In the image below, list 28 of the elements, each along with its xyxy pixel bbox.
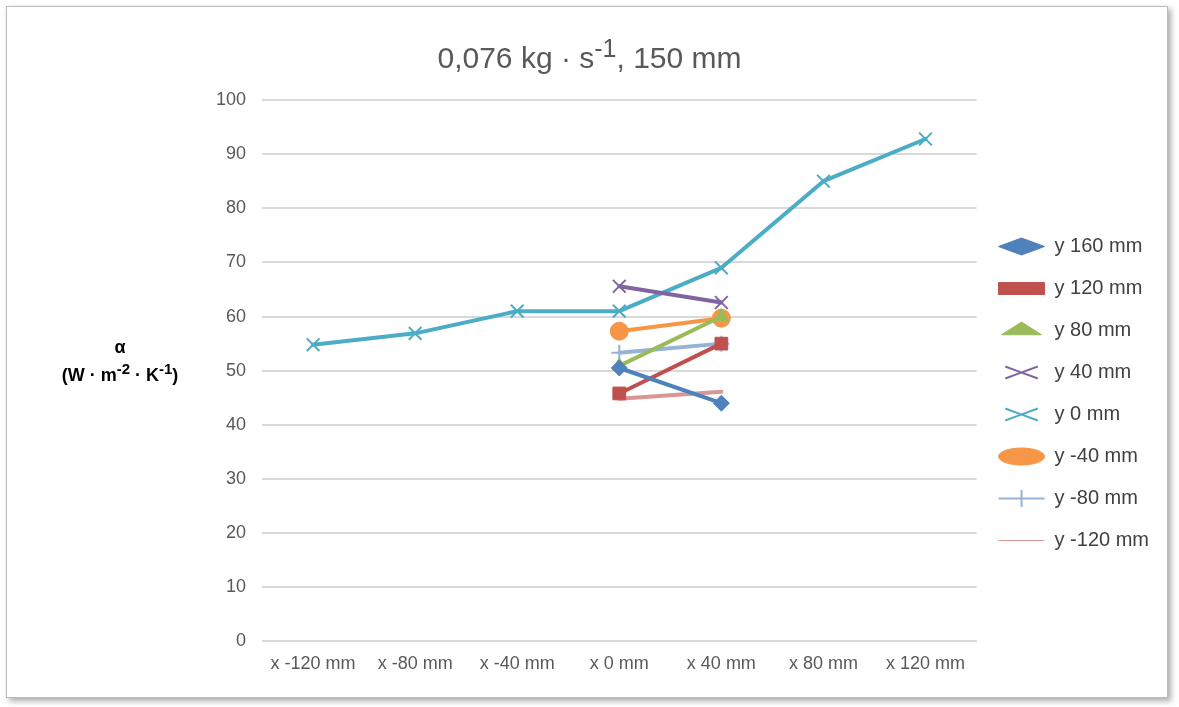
legend-label: y -80 mm [1054, 486, 1138, 509]
x-tick-label: x -80 mm [377, 653, 453, 674]
y-tick-label: 40 [226, 413, 247, 434]
legend-label: y 0 mm [1054, 402, 1121, 425]
legend-label: y -120 mm [1054, 528, 1150, 551]
x-tick-label: x 120 mm [885, 653, 966, 674]
legend-label: y 80 mm [1054, 318, 1132, 341]
x-tick-label: x 80 mm [788, 653, 858, 674]
x-tick-label: x -120 mm [270, 653, 356, 674]
legend-label: y 120 mm [1054, 276, 1143, 299]
legend-label: y -40 mm [1054, 444, 1138, 467]
y-tick-label: 80 [226, 197, 247, 218]
y-tick-label: 0 [236, 630, 247, 651]
x-tick-label: x 40 mm [686, 653, 756, 674]
y-tick-label: 10 [226, 576, 247, 597]
x-tick-label: x -40 mm [479, 653, 555, 674]
y-tick-label: 30 [226, 467, 247, 488]
y-tick-label: 100 [215, 88, 247, 109]
legend-label: y 160 mm [1054, 234, 1143, 257]
y-tick-label: 70 [226, 251, 247, 272]
legend-label: y 40 mm [1054, 360, 1132, 383]
y-tick-label: 60 [226, 305, 247, 326]
y-axis-title: α (W · m$^{-2}$ · K$^{-1}$) [60, 336, 180, 388]
chart-title: 0,076 kg · s$^{-1}$, 150 mm [436, 34, 743, 75]
y-tick-label: 90 [226, 143, 247, 164]
y-tick-label: 20 [226, 522, 247, 543]
y-tick-label: 50 [226, 359, 247, 380]
x-tick-label: x 0 mm [589, 653, 649, 674]
